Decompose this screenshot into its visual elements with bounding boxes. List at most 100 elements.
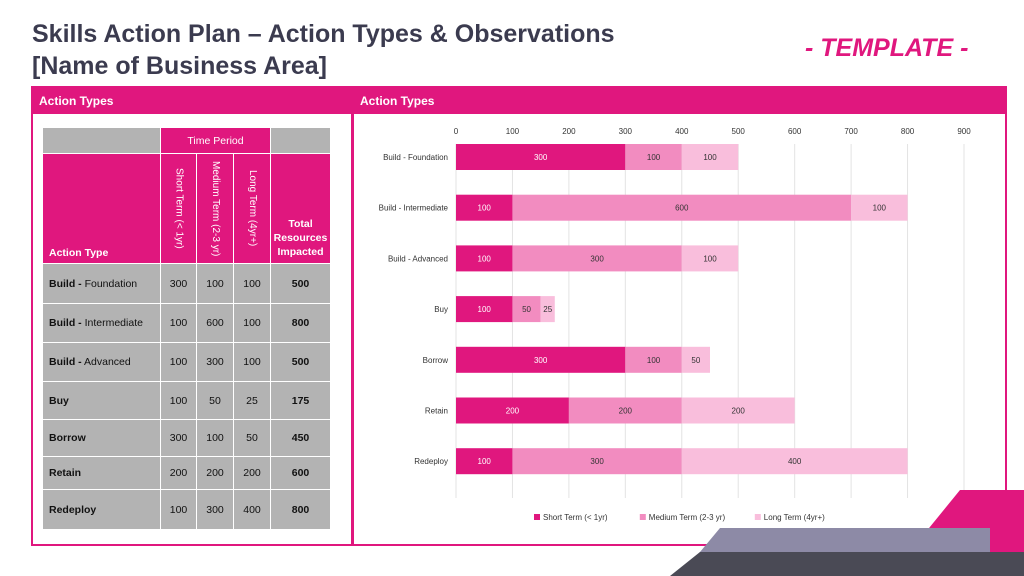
bar-segment [512,194,852,221]
category-label: Retain [425,407,448,416]
col-header-long: Long Term (4yr+) [233,153,271,264]
bar-segment [681,144,739,170]
col-header-medium: Medium Term (2-3 yr) [196,153,234,264]
legend-swatch [534,514,540,520]
data-label: 300 [534,356,548,365]
bar-segment [456,346,626,373]
total-cell: 800 [270,303,331,343]
x-tick-label: 300 [619,127,633,136]
row-label-bold: Retain [49,467,82,479]
total-cell: 450 [270,419,331,457]
x-tick-label: 0 [454,127,459,136]
bar-segment [681,245,739,272]
row-label-bold: Borrow [49,432,86,444]
row-label-bold: Redeploy [49,503,97,516]
row-label: Retain [42,456,161,490]
data-label: 100 [647,356,661,365]
data-label: 100 [703,254,717,263]
value-cell: 400 [233,489,271,530]
total-cell: 500 [270,263,331,304]
bar-segment [512,245,682,272]
time-period-header: Time Period [160,127,271,154]
row-label: Buy [42,381,161,420]
legend-label: Long Term (4yr+) [764,513,825,522]
col-header-long-label: Long Term (4yr+) [247,170,258,247]
row-label-bold: Build - [49,277,82,290]
value-cell: 100 [160,381,197,420]
value-cell: 100 [160,303,197,343]
value-cell: 300 [196,489,234,530]
data-label: 50 [522,305,531,314]
data-label: 100 [703,153,717,162]
value-cell: 600 [196,303,234,343]
row-label: Build - Intermediate [42,303,161,343]
bar-segment [456,245,513,272]
table-row: Build - Intermediate 100 600 100 800 [42,303,331,343]
row-label-rest: Foundation [81,277,138,290]
row-label: Borrow [42,419,161,457]
title-line-2: [Name of Business Area] [32,52,327,80]
category-label: Borrow [423,356,449,365]
x-tick-label: 900 [957,127,971,136]
template-label: - TEMPLATE - [805,34,969,62]
data-label: 50 [691,356,700,365]
row-label: Redeploy [42,489,161,530]
data-label: 300 [590,254,604,263]
value-cell: 200 [196,456,234,490]
bar-segment [568,397,682,424]
data-label: 100 [478,457,492,466]
category-label: Build - Intermediate [379,204,449,213]
data-label: 25 [543,305,552,314]
value-cell: 100 [160,342,197,382]
data-label: 100 [478,305,492,314]
x-tick-label: 400 [675,127,689,136]
value-cell: 100 [196,263,234,304]
bar-segment [512,448,682,475]
bar-segment [681,448,908,475]
bar-segment [456,448,513,475]
table-body: Build - Foundation 300 100 100 500 Build - In… [42,263,331,530]
value-cell: 100 [196,419,234,457]
table-row: Borrow 300 100 50 450 [42,419,331,457]
category-label: Redeploy [414,457,448,466]
row-label-rest: Advanced [81,356,131,368]
x-tick-label: 200 [562,127,576,136]
bar-segment [540,296,555,323]
bar-segment [456,397,569,424]
value-cell: 100 [233,303,271,343]
value-cell: 100 [160,489,197,530]
legend-swatch [639,514,646,520]
table-row: Build - Foundation 300 100 100 500 [42,263,331,304]
row-label: Build - Foundation [42,263,161,304]
data-label: 100 [478,204,492,213]
value-cell: 200 [160,456,197,490]
legend-label: Medium Term (2-3 yr) [649,513,726,522]
data-label: 100 [647,153,661,162]
action-types-table: Time Period Action Type Short Term (< 1y… [42,127,331,530]
category-label: Buy [434,305,448,314]
blank-corner-cell [42,127,161,154]
action-type-header: Action Type [42,153,161,264]
blank-total-cell [270,127,331,154]
bar-segment [681,346,710,373]
col-header-short: Short Term (< 1yr) [160,153,197,264]
value-cell: 300 [160,263,197,304]
data-label: 200 [619,407,633,416]
total-header: Total Resources Impacted [270,153,331,264]
bar-segment [456,144,626,170]
data-label: 100 [478,254,492,263]
row-label-bold: Buy [49,394,69,407]
title-line-1: Skills Action Plan – Action Types & Obse… [32,20,615,48]
table-row: Retain 200 200 200 600 [42,456,331,490]
legend-swatch [754,514,761,520]
x-tick-label: 800 [901,127,915,136]
deco-dark-shape [670,552,1024,576]
value-cell: 100 [233,263,271,304]
value-cell: 300 [196,342,234,382]
row-label-rest: Intermediate [81,317,143,329]
right-panel-header: Action Types [354,88,1005,114]
x-tick-label: 500 [732,127,746,136]
category-label: Build - Foundation [383,153,448,162]
value-cell: 25 [233,381,271,420]
data-label: 300 [534,153,548,162]
